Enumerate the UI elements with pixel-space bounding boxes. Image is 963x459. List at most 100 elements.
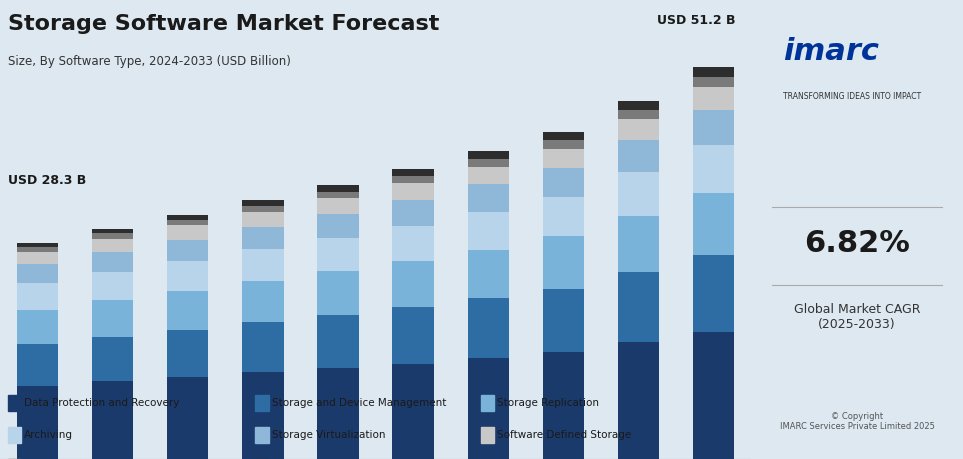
- Bar: [17, 247, 58, 252]
- Text: TRANSFORMING IDEAS INTO IMPACT: TRANSFORMING IDEAS INTO IMPACT: [783, 92, 921, 101]
- Bar: [618, 216, 659, 273]
- Bar: [618, 273, 659, 342]
- Bar: [543, 140, 584, 149]
- Bar: [393, 225, 433, 261]
- Bar: [318, 271, 358, 314]
- Bar: [92, 252, 133, 272]
- Text: Storage Virtualization: Storage Virtualization: [272, 430, 385, 440]
- Bar: [543, 289, 584, 352]
- Bar: [17, 264, 58, 283]
- Bar: [618, 101, 659, 110]
- Bar: [543, 149, 584, 168]
- Bar: [17, 386, 58, 459]
- Bar: [92, 229, 133, 233]
- Bar: [618, 110, 659, 119]
- Text: © Copyright
IMARC Services Private Limited 2025: © Copyright IMARC Services Private Limit…: [780, 412, 934, 431]
- Text: Storage Software Market Forecast: Storage Software Market Forecast: [8, 14, 439, 34]
- FancyBboxPatch shape: [255, 427, 269, 443]
- Bar: [393, 169, 433, 176]
- Bar: [693, 193, 734, 256]
- Bar: [693, 67, 734, 77]
- Text: Data Protection and Recovery: Data Protection and Recovery: [24, 397, 179, 408]
- Bar: [168, 330, 208, 377]
- Bar: [693, 332, 734, 459]
- Bar: [17, 242, 58, 247]
- Bar: [318, 191, 358, 198]
- Bar: [393, 261, 433, 307]
- Bar: [543, 352, 584, 459]
- Bar: [92, 233, 133, 239]
- Bar: [618, 172, 659, 216]
- Bar: [468, 185, 508, 212]
- Bar: [17, 252, 58, 264]
- Bar: [168, 240, 208, 261]
- Bar: [243, 372, 283, 459]
- Bar: [393, 307, 433, 364]
- Bar: [543, 168, 584, 196]
- FancyBboxPatch shape: [8, 427, 21, 443]
- Bar: [318, 238, 358, 271]
- Bar: [243, 322, 283, 372]
- Text: USD 51.2 B: USD 51.2 B: [657, 14, 736, 27]
- Bar: [468, 250, 508, 298]
- Bar: [693, 145, 734, 193]
- FancyBboxPatch shape: [255, 395, 269, 411]
- Bar: [168, 225, 208, 240]
- Bar: [243, 212, 283, 227]
- Bar: [543, 236, 584, 289]
- Bar: [318, 368, 358, 459]
- Text: Storage and Device Management: Storage and Device Management: [272, 397, 446, 408]
- Bar: [318, 213, 358, 238]
- Bar: [318, 185, 358, 191]
- Bar: [393, 176, 433, 183]
- Bar: [168, 215, 208, 220]
- FancyBboxPatch shape: [481, 395, 494, 411]
- Bar: [468, 358, 508, 459]
- Bar: [168, 220, 208, 225]
- Bar: [243, 227, 283, 249]
- Bar: [92, 381, 133, 459]
- Bar: [543, 196, 584, 236]
- Text: Storage Replication: Storage Replication: [497, 397, 599, 408]
- Bar: [693, 77, 734, 87]
- Bar: [17, 310, 58, 344]
- Bar: [92, 336, 133, 381]
- Bar: [168, 291, 208, 330]
- Bar: [318, 198, 358, 213]
- Bar: [693, 110, 734, 145]
- Text: Global Market CAGR
(2025-2033): Global Market CAGR (2025-2033): [794, 303, 921, 331]
- Bar: [243, 206, 283, 212]
- Bar: [468, 167, 508, 185]
- Bar: [618, 342, 659, 459]
- Bar: [393, 364, 433, 459]
- Text: Software Defined Storage: Software Defined Storage: [497, 430, 632, 440]
- Text: Archiving: Archiving: [24, 430, 73, 440]
- Bar: [243, 201, 283, 206]
- Bar: [543, 132, 584, 140]
- Bar: [243, 249, 283, 281]
- Bar: [468, 212, 508, 250]
- Bar: [318, 314, 358, 368]
- Text: imarc: imarc: [783, 37, 879, 66]
- FancyBboxPatch shape: [481, 427, 494, 443]
- Bar: [92, 272, 133, 300]
- Bar: [168, 261, 208, 291]
- Bar: [92, 239, 133, 252]
- Text: 6.82%: 6.82%: [804, 230, 910, 258]
- Bar: [92, 300, 133, 336]
- Bar: [468, 151, 508, 159]
- Bar: [393, 183, 433, 200]
- Bar: [468, 159, 508, 167]
- Bar: [17, 283, 58, 310]
- Bar: [17, 344, 58, 386]
- Bar: [393, 200, 433, 225]
- Text: Size, By Software Type, 2024-2033 (USD Billion): Size, By Software Type, 2024-2033 (USD B…: [8, 55, 291, 68]
- Bar: [693, 87, 734, 110]
- Bar: [618, 119, 659, 140]
- FancyBboxPatch shape: [8, 395, 21, 411]
- Bar: [618, 140, 659, 172]
- Bar: [468, 298, 508, 358]
- Bar: [693, 256, 734, 332]
- Bar: [168, 377, 208, 459]
- Text: USD 28.3 B: USD 28.3 B: [8, 174, 86, 187]
